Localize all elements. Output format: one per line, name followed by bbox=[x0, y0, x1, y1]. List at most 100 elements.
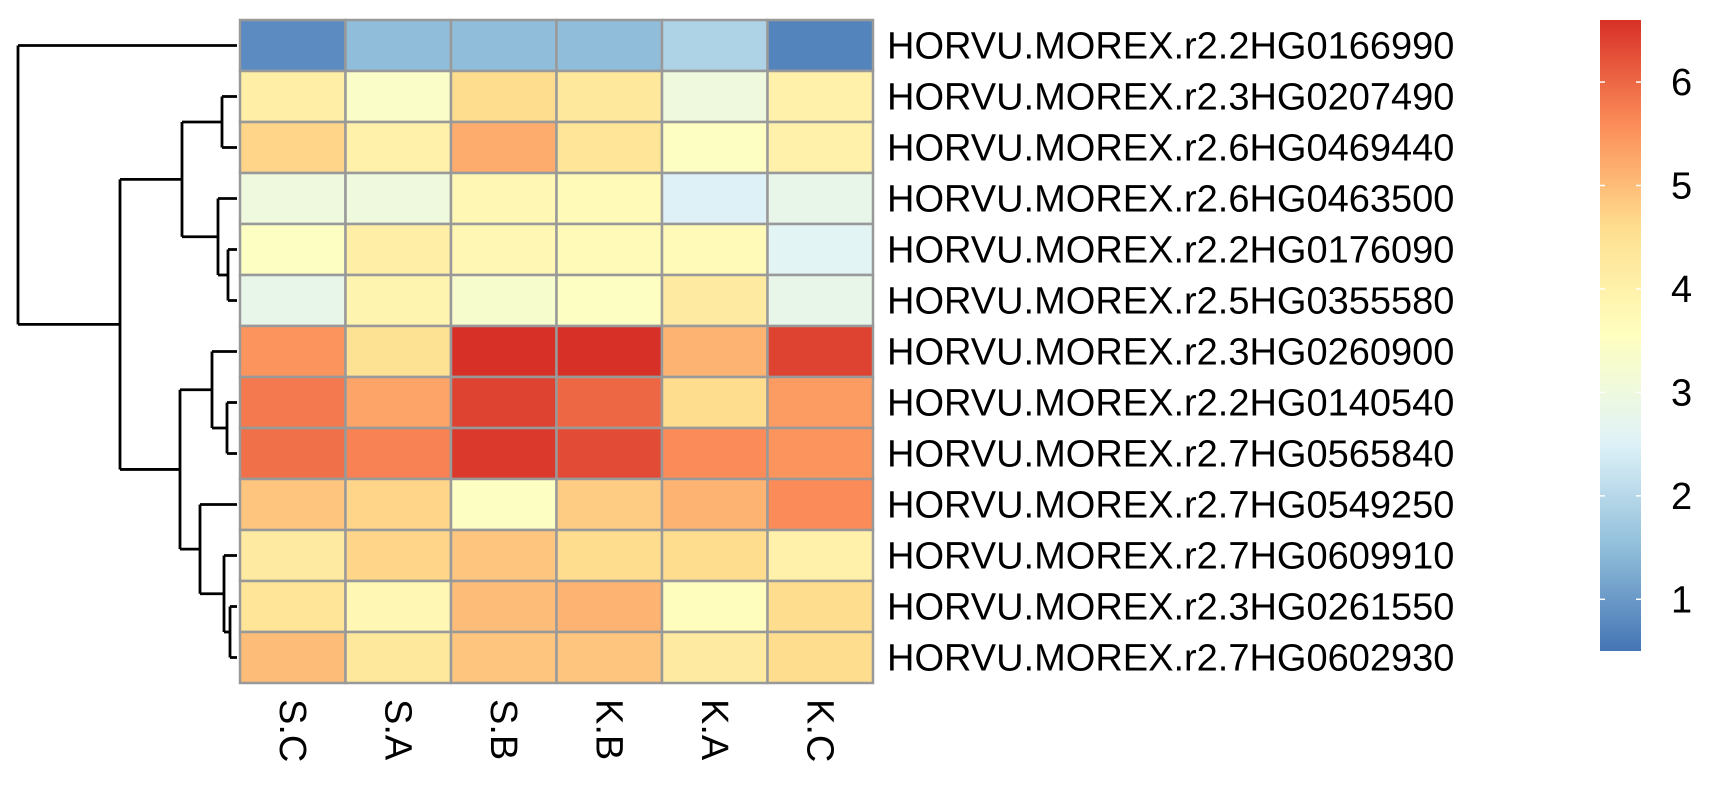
heatmap-cell bbox=[449, 528, 558, 583]
row-labels: HORVU.MOREX.r2.2HG0166990 HORVU.MOREX.r2.… bbox=[887, 26, 1454, 680]
heatmap-cell bbox=[555, 222, 664, 277]
heatmap-cell bbox=[555, 579, 664, 634]
heatmap-cell bbox=[660, 120, 769, 175]
heatmap-cell bbox=[344, 579, 453, 634]
heatmap-cell bbox=[555, 120, 664, 175]
heatmap-cell bbox=[344, 18, 453, 73]
row-label: HORVU.MOREX.r2.6HG0463500 bbox=[887, 179, 1454, 221]
heatmap-cell bbox=[238, 528, 347, 583]
legend-tick-label: 4 bbox=[1671, 269, 1692, 311]
heatmap-cell bbox=[238, 18, 347, 73]
heatmap-cell bbox=[238, 273, 347, 328]
row-label: HORVU.MOREX.r2.7HG0602930 bbox=[887, 638, 1454, 680]
heatmap-cell bbox=[449, 630, 558, 685]
heatmap-cell bbox=[555, 69, 664, 124]
heatmap-cell bbox=[555, 375, 664, 430]
heatmap-cell bbox=[555, 18, 664, 73]
heatmap-cell bbox=[449, 426, 558, 481]
row-label: HORVU.MOREX.r2.3HG0260900 bbox=[887, 332, 1454, 374]
heatmap-cell bbox=[766, 528, 875, 583]
heatmap-cell bbox=[449, 477, 558, 532]
legend-tick-label: 2 bbox=[1671, 476, 1692, 518]
heatmap-cell bbox=[660, 375, 769, 430]
row-dendrogram bbox=[16, 44, 237, 659]
legend-tick-label: 6 bbox=[1671, 62, 1692, 104]
heatmap-cell bbox=[555, 477, 664, 532]
heatmap-cell bbox=[660, 630, 769, 685]
heatmap-cell bbox=[344, 273, 453, 328]
heatmap-cell bbox=[449, 579, 558, 634]
row-label: HORVU.MOREX.r2.7HG0565840 bbox=[887, 434, 1454, 476]
heatmap-cell bbox=[660, 426, 769, 481]
legend-color-bar bbox=[1600, 20, 1641, 651]
heatmap-cell bbox=[238, 477, 347, 532]
heatmap-cell bbox=[449, 222, 558, 277]
heatmap-cells bbox=[238, 18, 875, 685]
column-label: K.C bbox=[798, 699, 840, 762]
heatmap-cell bbox=[555, 273, 664, 328]
heatmap-cell bbox=[344, 324, 453, 379]
heatmap-cell bbox=[766, 426, 875, 481]
heatmap-cell bbox=[449, 171, 558, 226]
heatmap-cell bbox=[660, 18, 769, 73]
heatmap-cell bbox=[555, 528, 664, 583]
heatmap-cell bbox=[766, 579, 875, 634]
heatmap-cell bbox=[344, 171, 453, 226]
heatmap-cell bbox=[449, 69, 558, 124]
heatmap-cell bbox=[449, 273, 558, 328]
column-label: S.B bbox=[482, 699, 524, 760]
heatmap-cell bbox=[555, 426, 664, 481]
heatmap-cell bbox=[238, 171, 347, 226]
heatmap-cell bbox=[766, 171, 875, 226]
heatmap-cell bbox=[238, 222, 347, 277]
legend-tick-label: 5 bbox=[1671, 166, 1692, 208]
heatmap-cell bbox=[660, 69, 769, 124]
heatmap-cell bbox=[766, 375, 875, 430]
heatmap-cell bbox=[344, 120, 453, 175]
heatmap-cell bbox=[238, 579, 347, 634]
heatmap-cell bbox=[660, 528, 769, 583]
heatmap-cell bbox=[238, 324, 347, 379]
row-label: HORVU.MOREX.r2.3HG0261550 bbox=[887, 587, 1454, 629]
heatmap-cell bbox=[660, 273, 769, 328]
heatmap-cell bbox=[344, 222, 453, 277]
heatmap-cell bbox=[344, 477, 453, 532]
heatmap-cell bbox=[344, 375, 453, 430]
heatmap-cell bbox=[555, 324, 664, 379]
heatmap-cell bbox=[766, 324, 875, 379]
heatmap-cell bbox=[766, 273, 875, 328]
heatmap-cell bbox=[238, 426, 347, 481]
row-label: HORVU.MOREX.r2.7HG0609910 bbox=[887, 536, 1454, 578]
heatmap-cell bbox=[766, 222, 875, 277]
heatmap-cell bbox=[344, 426, 453, 481]
heatmap-cell bbox=[449, 375, 558, 430]
row-label: HORVU.MOREX.r2.2HG0166990 bbox=[887, 26, 1454, 68]
row-label: HORVU.MOREX.r2.6HG0469440 bbox=[887, 128, 1454, 170]
heatmap-cell bbox=[766, 120, 875, 175]
column-label: K.A bbox=[693, 699, 735, 761]
heatmap-cell bbox=[660, 171, 769, 226]
heatmap-cell bbox=[555, 171, 664, 226]
row-label: HORVU.MOREX.r2.2HG0140540 bbox=[887, 383, 1454, 425]
heatmap-cell bbox=[660, 477, 769, 532]
row-label: HORVU.MOREX.r2.3HG0207490 bbox=[887, 77, 1454, 119]
heatmap-cell bbox=[660, 222, 769, 277]
column-label: K.B bbox=[587, 699, 629, 760]
heatmap-cell bbox=[660, 324, 769, 379]
column-labels: S.C S.A S.B K.B K.A K.C bbox=[271, 699, 841, 762]
color-legend: 1 2 3 4 5 6 bbox=[1600, 20, 1692, 651]
heatmap-cell bbox=[766, 630, 875, 685]
heatmap-cell bbox=[449, 18, 558, 73]
heatmap-cell bbox=[766, 18, 875, 73]
legend-tick-label: 1 bbox=[1671, 579, 1692, 621]
heatmap-cell bbox=[660, 579, 769, 634]
heatmap-cell bbox=[555, 630, 664, 685]
heatmap-cell bbox=[449, 324, 558, 379]
row-label: HORVU.MOREX.r2.2HG0176090 bbox=[887, 230, 1454, 272]
heatmap-cell bbox=[238, 120, 347, 175]
heatmap-cell bbox=[238, 630, 347, 685]
heatmap-cell bbox=[449, 120, 558, 175]
row-label: HORVU.MOREX.r2.7HG0549250 bbox=[887, 485, 1454, 527]
heatmap-cell bbox=[238, 375, 347, 430]
